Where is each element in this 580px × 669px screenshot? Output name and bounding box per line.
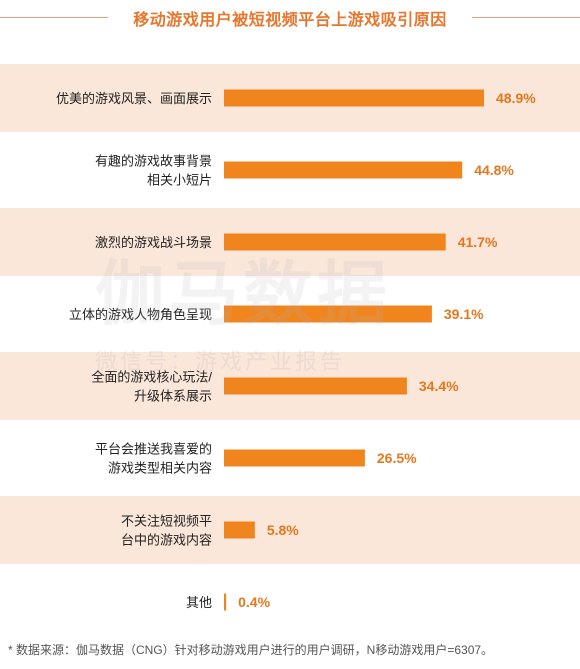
category-label: 有趣的游戏故事背景: [95, 154, 212, 169]
footnote: * 数据来源：伽马数据（CNG）针对移动游戏用户进行的用户调研，N移动游戏用户=…: [8, 643, 494, 657]
title-divider-left: [0, 17, 108, 18]
value-label: 39.1%: [444, 306, 484, 322]
value-label: 34.4%: [419, 378, 459, 394]
category-label: 升级体系展示: [134, 389, 212, 404]
bar: [224, 161, 463, 179]
value-label: 48.9%: [496, 90, 536, 106]
value-label: 26.5%: [377, 450, 417, 466]
title-row: 移动游戏用户被短视频平台上游戏吸引原因: [0, 0, 580, 36]
category-label: 激烈的游戏战斗场景: [95, 235, 212, 250]
category-label: 台中的游戏内容: [121, 533, 212, 548]
value-label: 44.8%: [474, 162, 514, 178]
bar: [224, 377, 407, 395]
category-label: 相关小短片: [147, 173, 212, 188]
category-label: 全面的游戏核心玩法/: [91, 370, 212, 385]
value-label: 41.7%: [458, 234, 498, 250]
category-label: 不关注短视频平: [121, 514, 212, 529]
bar: [224, 593, 227, 611]
value-label: 5.8%: [267, 522, 299, 538]
bar: [224, 449, 365, 467]
category-label: 游戏类型相关内容: [108, 461, 212, 476]
category-label: 平台会推送我喜爱的: [95, 442, 212, 457]
bar: [224, 521, 255, 539]
bar: [224, 89, 484, 107]
category-label: 其他: [186, 595, 212, 610]
category-label: 立体的游戏人物角色呈现: [69, 307, 212, 322]
bar: [224, 305, 432, 323]
bar: [224, 233, 446, 251]
chart-title: 移动游戏用户被短视频平台上游戏吸引原因: [133, 12, 447, 29]
value-label: 0.4%: [238, 594, 270, 610]
category-label: 优美的游戏风景、画面展示: [56, 91, 212, 106]
row-stripe: [0, 496, 580, 564]
title-divider-right: [472, 17, 580, 18]
